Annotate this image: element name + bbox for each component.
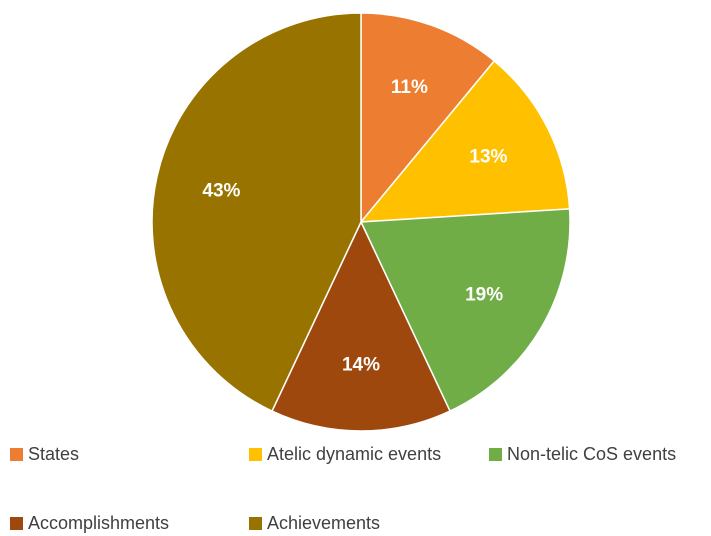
legend-swatch-accomplishments xyxy=(10,517,23,530)
legend-swatch-atelic-dynamic-events xyxy=(249,448,262,461)
data-label-states: 11% xyxy=(391,77,428,98)
legend-label-states: States xyxy=(28,444,80,464)
legend-label-atelic-dynamic-events: Atelic dynamic events xyxy=(267,444,442,464)
legend-label-accomplishments: Accomplishments xyxy=(28,513,170,533)
pie-slice-accomplishments xyxy=(271,220,451,432)
data-label-accomplishments: 14% xyxy=(342,355,380,376)
legend-item-non-telic-cos-events: Non-telic CoS events xyxy=(489,444,676,465)
legend-item-accomplishments: Accomplishments xyxy=(10,513,169,534)
pie-slice-atelic-dynamic-events xyxy=(359,59,571,223)
data-label-atelic-dynamic-events: 13% xyxy=(469,147,507,168)
legend-item-achievements: Achievements xyxy=(249,513,380,534)
legend-label-achievements: Achievements xyxy=(267,513,381,533)
pie-slice-states xyxy=(360,12,496,225)
legend-item-states: States xyxy=(10,444,79,465)
pie-chart: 11% 13% 19% 14% 43% xyxy=(151,12,571,432)
pie-slice-achievements xyxy=(151,12,362,413)
legend-swatch-achievements xyxy=(249,517,262,530)
legend-swatch-non-telic-cos-events xyxy=(489,448,502,461)
legend-swatch-states xyxy=(10,448,23,461)
data-label-achievements: 43% xyxy=(202,180,240,201)
pie-slice-non-telic-cos-events xyxy=(359,208,571,413)
legend-label-non-telic-cos-events: Non-telic CoS events xyxy=(507,444,677,464)
data-label-non-telic-cos-events: 19% xyxy=(465,284,503,305)
legend-item-atelic-dynamic-events: Atelic dynamic events xyxy=(249,444,441,465)
